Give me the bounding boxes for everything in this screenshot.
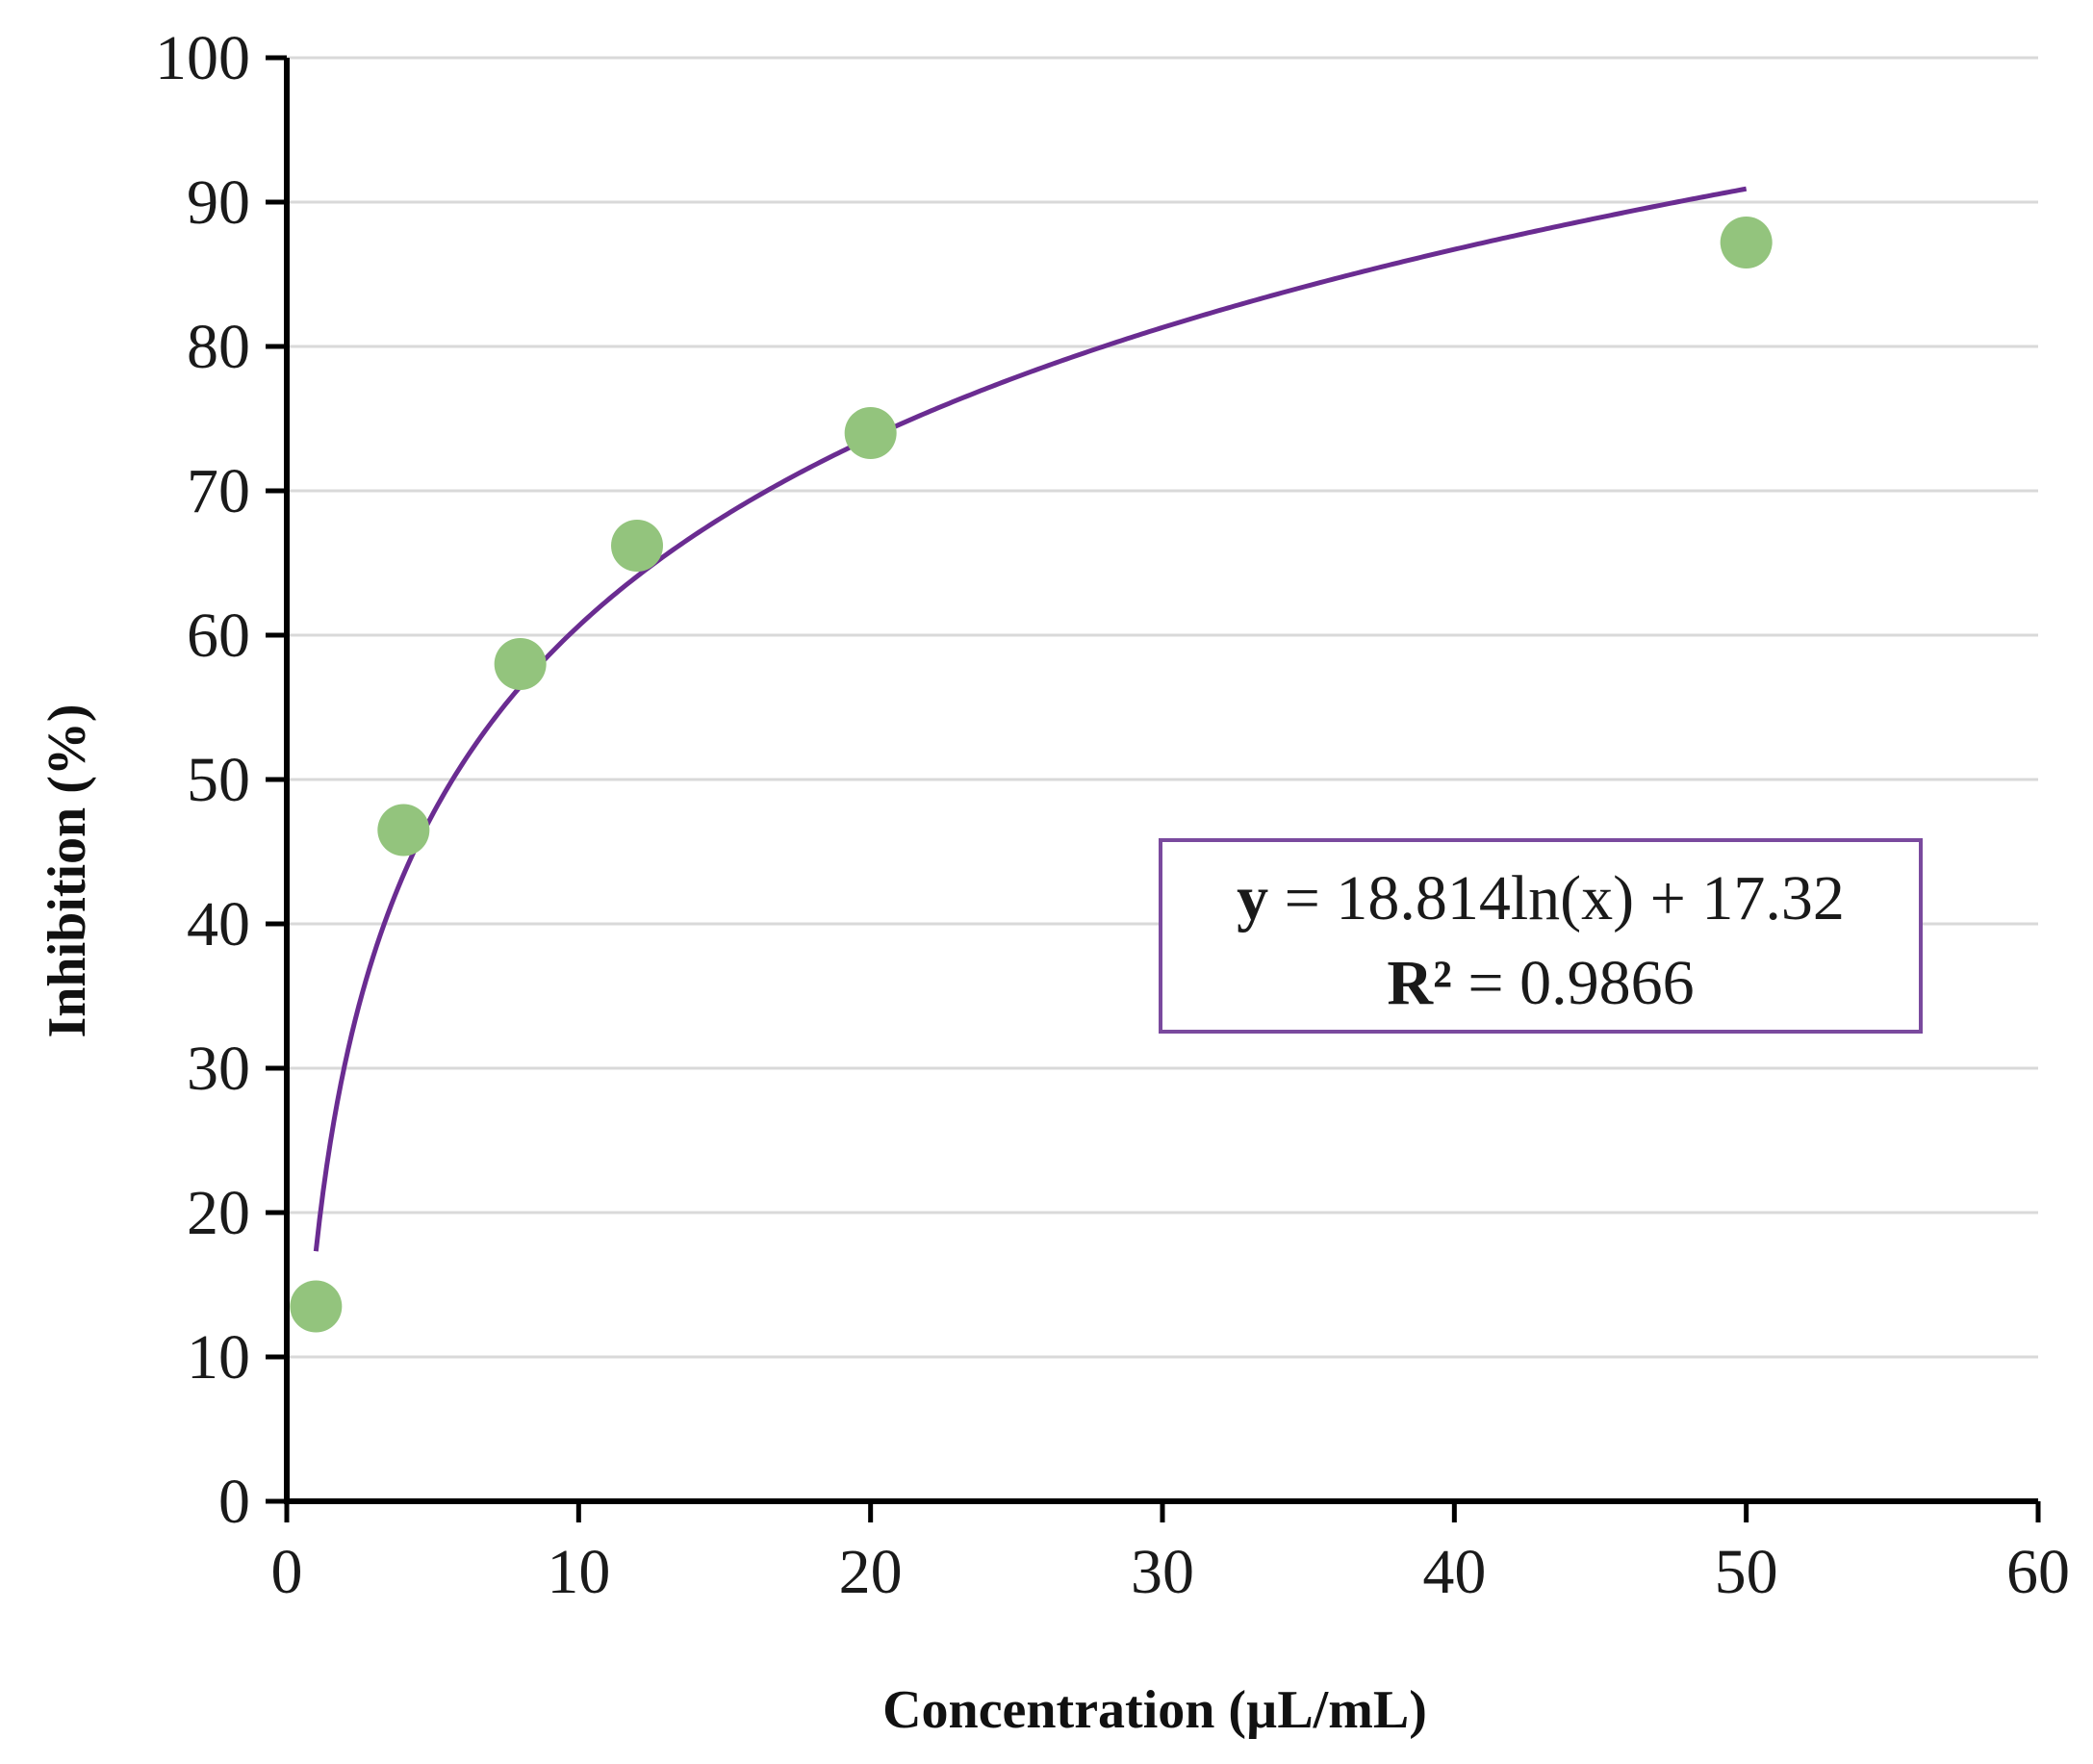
trendline (313, 186, 1748, 1252)
data-point-12 (611, 520, 663, 572)
data-point-50 (1720, 217, 1773, 268)
y-tick-label-40: 40 (187, 889, 250, 959)
x-tick-label-20: 20 (839, 1537, 903, 1607)
trendline-r-squared: R² = 0.9866 (1387, 948, 1694, 1018)
x-tick-label-60: 60 (2006, 1537, 2070, 1607)
equation-rest: = 18.814ln(x) + 17.32 (1268, 863, 1845, 933)
data-point-8 (494, 638, 547, 690)
trendline-equation-box: y = 18.814ln(x) + 17.32 R² = 0.9866 (1159, 838, 1923, 1034)
r-squared-value: = 0.9866 (1452, 948, 1695, 1018)
data-point-1 (290, 1280, 343, 1333)
data-point-4 (377, 804, 430, 856)
y-tick-label-10: 10 (187, 1322, 250, 1393)
x-tick-label-50: 50 (1715, 1537, 1778, 1607)
y-tick-label-70: 70 (187, 456, 250, 526)
x-tick-label-10: 10 (547, 1537, 610, 1607)
equation-box-border (1159, 838, 1923, 1034)
y-tick-label-80: 80 (187, 312, 250, 382)
y-tick-label-60: 60 (187, 601, 250, 671)
x-axis-title: Concentration (µL/mL) (882, 1680, 1427, 1740)
x-tick-label-0: 0 (271, 1537, 303, 1607)
y-tick-label-0: 0 (218, 1467, 250, 1537)
x-ticks: 0 10 20 30 40 50 60 (271, 1501, 2070, 1607)
data-point-20 (844, 407, 897, 459)
y-tick-label-30: 30 (187, 1034, 250, 1104)
data-points (290, 217, 1773, 1333)
y-axis-title: Inhibition (%) (38, 704, 97, 1038)
y-ticks: 0 10 20 30 40 50 60 70 80 90 100 (155, 23, 287, 1537)
x-tick-label-40: 40 (1422, 1537, 1486, 1607)
trendline-equation: y = 18.814ln(x) + 17.32 (1237, 863, 1845, 933)
y-tick-label-100: 100 (155, 23, 250, 93)
r-squared-symbol: R² (1387, 948, 1451, 1018)
equation-y-symbol: y (1237, 863, 1268, 933)
y-tick-label-20: 20 (187, 1178, 250, 1248)
y-tick-label-90: 90 (187, 167, 250, 238)
x-tick-label-30: 30 (1131, 1537, 1194, 1607)
y-tick-label-50: 50 (187, 745, 250, 815)
gridlines (287, 56, 2038, 1359)
